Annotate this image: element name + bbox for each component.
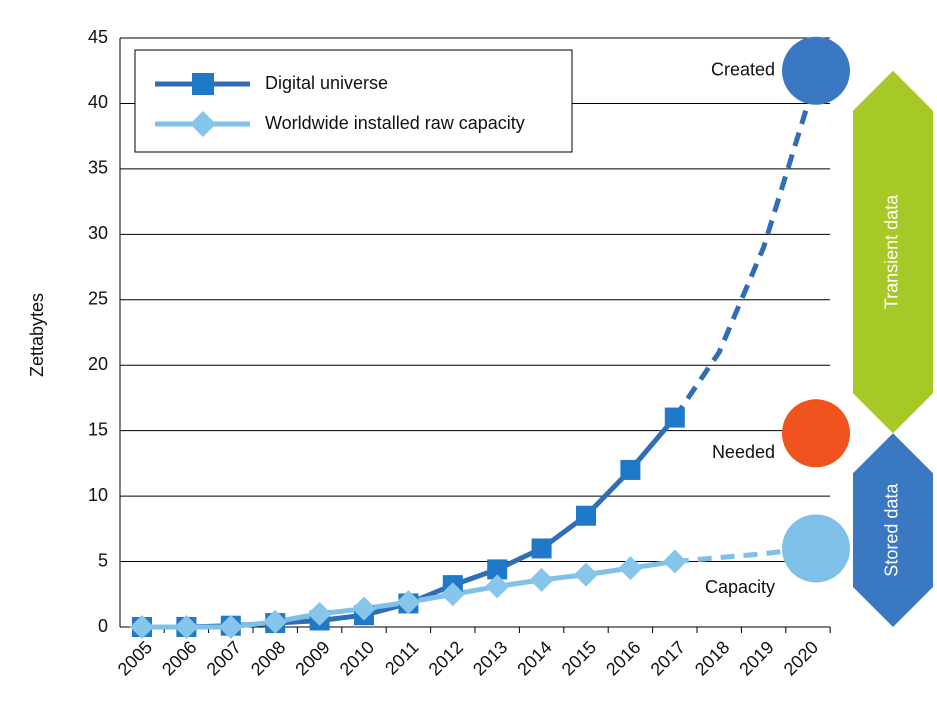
x-tick-label: 2018 [691, 637, 733, 679]
legend: Digital universe Worldwide installed raw … [134, 49, 573, 153]
x-tick-label: 2019 [735, 637, 777, 679]
y-tick-label: 40 [88, 92, 108, 112]
legend-marker [190, 111, 216, 137]
x-tick-label: 2005 [114, 637, 156, 679]
bracket [853, 70, 933, 434]
x-tick-label: 2015 [558, 637, 600, 679]
forecast-line [672, 102, 811, 419]
annotation-label: Created [711, 59, 775, 79]
x-tick-label: 2013 [469, 637, 511, 679]
marker [263, 609, 288, 634]
y-tick-label: 25 [88, 289, 108, 309]
legend-label: Worldwide installed raw capacity [265, 113, 525, 133]
x-tick-label: 2006 [158, 637, 200, 679]
bracket-label: Transient data [882, 194, 902, 309]
y-tick-label: 5 [98, 550, 108, 570]
x-tick-label: 2010 [336, 637, 378, 679]
annotation-circle [782, 399, 850, 468]
marker [618, 556, 643, 581]
y-tick-label: 20 [88, 354, 108, 374]
legend-marker [192, 73, 214, 95]
marker [130, 615, 154, 639]
x-tick-label: 2009 [291, 637, 333, 679]
annotation-circle [782, 514, 850, 583]
x-tick-label: 2020 [780, 637, 822, 679]
x-tick-label: 2017 [647, 637, 689, 679]
annotation-label: Needed [712, 442, 775, 462]
marker [574, 562, 598, 587]
marker [174, 615, 199, 639]
legend-box [134, 49, 573, 153]
x-tick-label: 2011 [381, 637, 423, 679]
marker [576, 505, 596, 526]
marker [396, 590, 421, 615]
marker [440, 582, 465, 607]
marker [664, 407, 685, 428]
x-tick-label: 2008 [247, 637, 289, 679]
marker [218, 615, 243, 639]
x-tick-label: 2007 [203, 637, 245, 679]
y-axis-label: Zettabytes [27, 293, 47, 377]
marker [529, 567, 554, 592]
y-tick-label: 10 [88, 485, 108, 505]
marker [307, 601, 332, 626]
y-tick-label: 30 [88, 223, 108, 243]
y-tick-label: 45 [88, 27, 108, 47]
marker [620, 459, 641, 480]
bracket-label: Stored data [882, 483, 902, 577]
marker [487, 559, 508, 580]
marker [352, 596, 376, 621]
marker [531, 538, 552, 559]
bracket [853, 433, 933, 627]
legend-label: Digital universe [265, 73, 388, 93]
y-tick-label: 35 [88, 158, 108, 178]
annotation-circle [782, 36, 850, 105]
x-tick-label: 2014 [513, 637, 555, 679]
y-tick-label: 15 [88, 419, 108, 439]
y-tick-label: 0 [98, 616, 108, 636]
x-tick-label: 2016 [602, 637, 644, 679]
x-tick-label: 2012 [425, 637, 467, 679]
marker [662, 549, 687, 574]
marker [485, 574, 510, 599]
annotation-label: Capacity [705, 577, 775, 597]
